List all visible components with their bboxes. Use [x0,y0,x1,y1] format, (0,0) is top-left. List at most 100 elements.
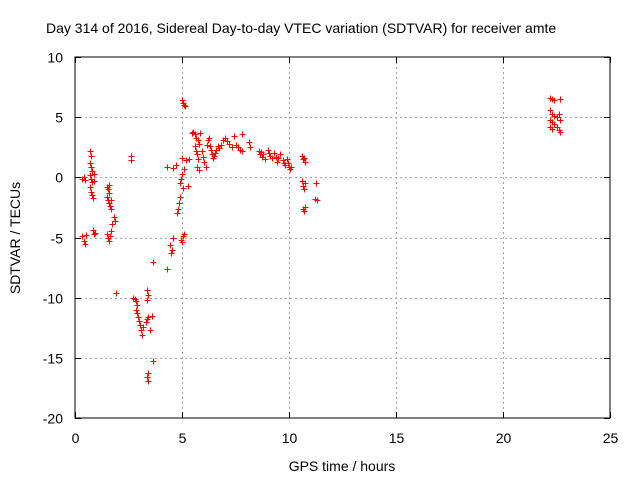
data-point [88,153,95,160]
y-tick-label: -5 [51,231,64,247]
y-tick-label: 5 [55,110,63,126]
data-point [196,167,203,174]
data-point [87,184,94,191]
data-point [229,144,236,151]
data-point [556,111,563,118]
data-point [260,151,267,158]
data-point [288,164,295,171]
data-point [150,358,157,365]
data-point [549,126,556,133]
data-point [195,137,202,144]
data-point [195,156,202,163]
data-point [547,107,554,114]
data-point [149,313,156,320]
chart-title: Day 314 of 2016, Sidereal Day-to-day VTE… [46,20,556,36]
data-point [313,180,320,187]
data-point [557,117,564,124]
data-point [177,180,184,187]
data-point [164,266,171,273]
data-point [167,242,174,249]
data-point [139,332,146,339]
data-point [106,182,113,189]
data-point [201,159,208,166]
data-point [106,190,113,197]
y-axis-label: SDTVAR / TECUs [7,182,23,294]
data-point [231,133,238,140]
data-point [226,141,233,148]
y-tick-label: -15 [43,351,63,367]
data-point [239,148,246,155]
data-point [179,171,186,178]
data-point [91,231,98,238]
data-point [145,378,152,385]
data-point [108,206,115,213]
data-point [87,160,94,167]
x-axis-label: GPS time / hours [289,458,396,474]
data-point [113,290,120,297]
y-tick-label: 10 [47,50,63,66]
data-point [164,164,171,171]
data-point [135,314,142,321]
data-point [199,148,206,155]
data-point [557,129,564,136]
y-tick-label: -10 [43,291,63,307]
data-point [239,131,246,138]
x-tick-label: 10 [282,430,298,446]
data-point [106,238,113,245]
x-tick-label: 25 [603,430,619,446]
data-point [192,131,199,138]
data-point [193,148,200,155]
data-point [179,97,186,104]
data-point [186,156,193,163]
data-point [285,160,292,167]
data-point [91,171,98,178]
data-point [301,186,308,193]
data-point [150,259,157,266]
ticks: 0 5 10 15 20 25 -20 -15 -10 -5 0 5 10 [43,50,619,447]
data-point [284,156,291,163]
data-point [173,162,180,169]
data-point [89,192,96,199]
data-point [302,159,309,166]
data-point [82,241,89,248]
data-point [200,154,207,161]
data-point [111,214,118,221]
data-point [143,319,150,326]
data-point [314,197,321,204]
data-point [144,374,151,381]
data-point [301,208,308,215]
data-point [178,176,185,183]
data-point [82,177,89,184]
data-point [551,113,558,120]
data-point [104,194,111,201]
data-point [181,166,188,173]
data-point [265,147,272,154]
data-point [196,141,203,148]
data-point [551,121,558,128]
data-point [87,148,94,155]
data-point [204,142,211,149]
data-point [262,156,269,163]
data-point [147,327,154,334]
data-point [175,206,182,213]
data-point [551,97,558,104]
data-point [203,164,210,171]
data-point [302,180,309,187]
data-point [179,239,186,246]
data-point [108,197,115,204]
data-point [211,153,218,160]
data-point [185,183,192,190]
data-point [301,155,308,162]
data-point [87,172,94,179]
data-point [212,150,219,157]
data-point [108,228,115,235]
data-point [302,204,309,211]
data-point [277,151,284,158]
x-tick-label: 15 [389,430,405,446]
data-point [207,143,214,150]
data-point [174,210,181,217]
data-point [182,103,189,110]
data-point [90,195,97,202]
data-point [169,247,176,254]
data-point [88,164,95,171]
